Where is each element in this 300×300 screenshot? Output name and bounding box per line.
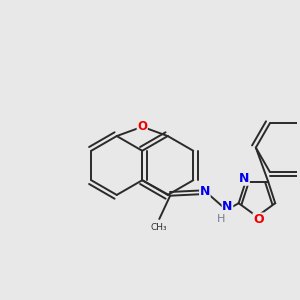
Text: CH₃: CH₃ [151, 223, 168, 232]
Text: N: N [222, 200, 233, 213]
Text: O: O [253, 213, 264, 226]
Text: N: N [239, 172, 249, 185]
Text: O: O [137, 120, 147, 133]
Text: N: N [200, 184, 210, 198]
Text: H: H [217, 214, 226, 224]
